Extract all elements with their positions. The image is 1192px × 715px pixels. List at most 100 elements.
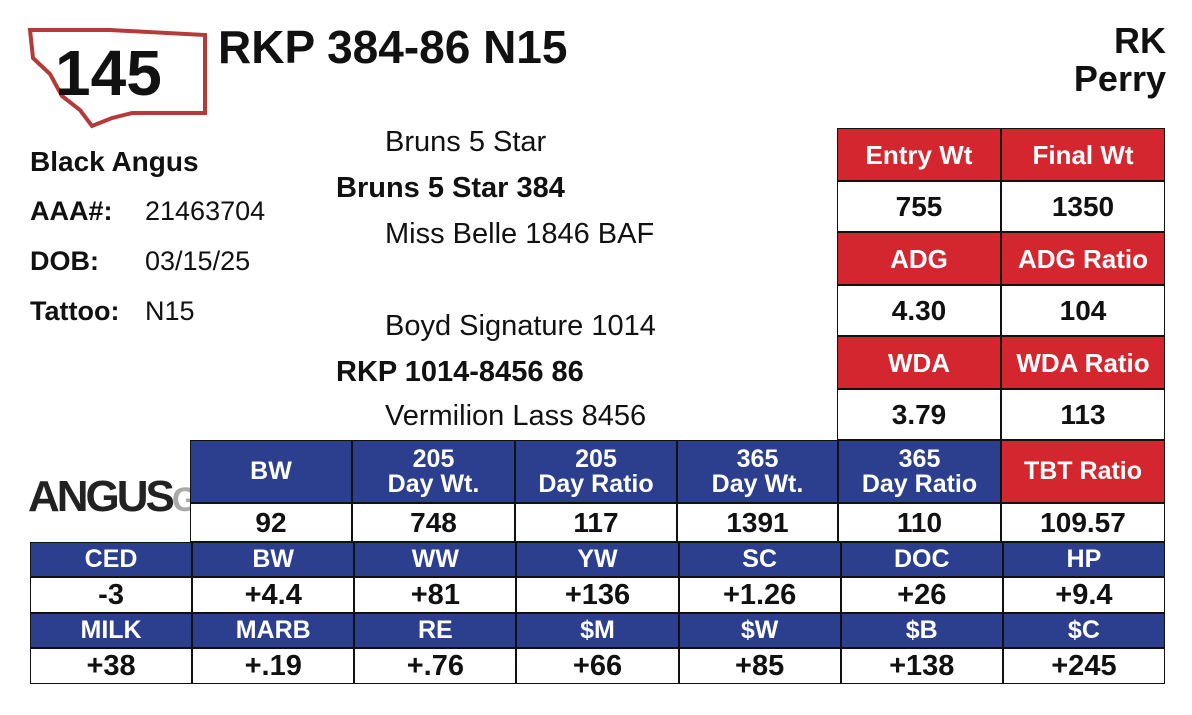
dam-sire: Boyd Signature 1014 [385, 310, 656, 342]
weight-header: BW [190, 440, 352, 503]
perf-value-text: 113 [1060, 398, 1106, 430]
epd-header: $W [678, 613, 841, 648]
info-label: DOB: [30, 246, 99, 276]
weight-value: 110 [838, 503, 1001, 542]
epd-header: $M [516, 613, 679, 648]
epd-header-text: BW [252, 545, 295, 573]
epd-header-text: WW [411, 545, 459, 573]
epd-value: +81 [354, 577, 517, 613]
montana-shape [27, 28, 207, 129]
weight-header-text: 205 [575, 444, 617, 473]
weight-header: 365 Day Ratio [838, 440, 1001, 503]
info-value: 21463704 [145, 196, 266, 226]
consignor-line: Perry [1073, 58, 1166, 99]
weight-value-text: 748 [410, 506, 457, 538]
perf-value: 755 [837, 181, 1001, 232]
weight-value-text: 109.57 [1040, 506, 1126, 538]
epd-value: +85 [678, 648, 841, 684]
epd-value: -3 [30, 577, 193, 613]
epd-header-text: $B [905, 616, 938, 644]
epd-value-text: +9.4 [1055, 578, 1113, 611]
perf-header: WDA [837, 336, 1001, 389]
weight-value-text: 92 [255, 506, 287, 538]
dam: RKP 1014-8456 86 [336, 356, 584, 388]
epd-value: +66 [516, 648, 679, 684]
weight-value-text: 117 [573, 506, 619, 538]
epd-value: +136 [516, 577, 679, 613]
epd-value: +26 [840, 577, 1003, 613]
epd-value-text: +138 [889, 649, 955, 682]
epd-value-text: -3 [98, 578, 124, 611]
weight-header-text: 205 [412, 444, 455, 473]
perf-header: ADG [837, 232, 1001, 285]
weight-header-text: Day Ratio [861, 469, 978, 498]
epd-header-text: $C [1067, 616, 1100, 644]
logo: ANGUSGS [28, 472, 218, 522]
epd-header-text: MARB [235, 616, 311, 644]
epd-header: CED [30, 542, 193, 577]
perf-value: 3.79 [837, 389, 1001, 440]
epd-value: +4.4 [192, 577, 355, 613]
sire-sire: Bruns 5 Star [385, 126, 547, 158]
info-label: Tattoo: [30, 296, 120, 326]
epd-value-text: +.76 [406, 649, 464, 682]
epd-header: WW [354, 542, 517, 577]
weight-value: 92 [190, 503, 352, 542]
epd-value: +9.4 [1002, 577, 1165, 613]
epd-header: MARB [192, 613, 355, 648]
epd-value: +245 [1002, 648, 1165, 684]
epd-header: $C [1002, 613, 1165, 648]
epd-value-text: +4.4 [244, 578, 302, 611]
breed: Black Angus [30, 146, 199, 177]
epd-header-text: MILK [80, 616, 142, 644]
epd-value: +.19 [192, 648, 355, 684]
perf-header-text: WDA Ratio [1016, 347, 1150, 378]
epd-value-text: +.19 [244, 649, 302, 682]
weight-value: 1391 [677, 503, 838, 542]
weight-header-text: Day Ratio [538, 469, 654, 498]
perf-header-text: WDA [887, 347, 951, 378]
consignor: RK Perry [1074, 22, 1166, 98]
title: RKP 384-86 N15 [218, 21, 568, 73]
perf-value-text: 755 [895, 190, 943, 222]
perf-header-text: ADG [890, 243, 948, 274]
epd-header: MILK [30, 613, 193, 648]
info-value: N15 [145, 296, 195, 326]
perf-value: 113 [1001, 389, 1165, 440]
epd-value-text: +38 [86, 649, 136, 682]
epd-value-text: +85 [735, 649, 785, 682]
perf-header: WDA Ratio [1001, 336, 1165, 389]
info-value: 03/15/25 [145, 246, 251, 276]
dam-dam: Vermilion Lass 8456 [385, 400, 647, 432]
weight-value-text: 1391 [726, 506, 789, 538]
epd-header: HP [1002, 542, 1165, 577]
epd-header-text: HP [1066, 545, 1102, 573]
weight-header-text: Day Wt. [387, 469, 480, 498]
epd-header: YW [516, 542, 679, 577]
epd-header: DOC [840, 542, 1003, 577]
epd-header: $B [840, 613, 1003, 648]
weight-value-text: 110 [896, 506, 943, 538]
epd-header-text: SC [742, 545, 777, 573]
weight-header: 205 Day Wt. [352, 440, 515, 503]
epd-value-text: +66 [572, 649, 623, 682]
epd-value-text: +81 [410, 578, 460, 611]
lot-number: 145 [55, 37, 162, 109]
epd-value-text: +1.26 [722, 578, 797, 611]
weight-value: 748 [352, 503, 515, 542]
epd-value: +138 [840, 648, 1003, 684]
perf-header: Entry Wt [837, 128, 1001, 181]
epd-value: +38 [30, 648, 193, 684]
perf-value-text: 4.30 [891, 294, 947, 326]
perf-header-text: Entry Wt [865, 139, 973, 170]
state-outline [27, 28, 207, 129]
weight-header-text: TBT Ratio [1023, 457, 1143, 485]
perf-value-text: 1350 [1051, 190, 1115, 222]
perf-header: Final Wt [1001, 128, 1165, 181]
perf-value: 104 [1001, 285, 1165, 336]
perf-header: ADG Ratio [1001, 232, 1165, 285]
sire: Bruns 5 Star 384 [336, 172, 565, 204]
epd-header-text: $M [580, 616, 615, 644]
weight-header: TBT Ratio [1001, 440, 1165, 503]
